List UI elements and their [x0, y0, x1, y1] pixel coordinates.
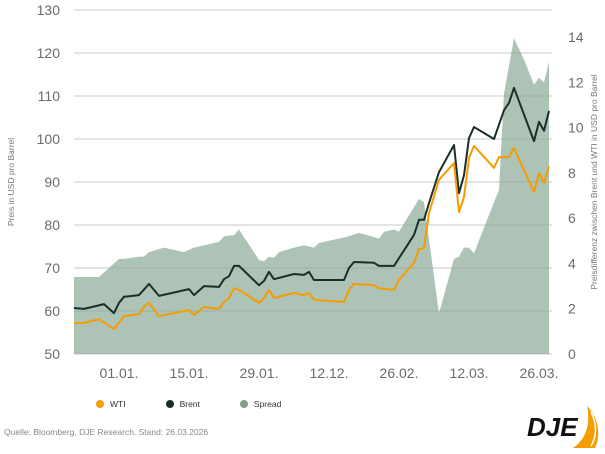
legend-item-wti: WTI [96, 399, 126, 409]
legend: WTI Brent Spread [96, 399, 321, 409]
spread-area-layer [74, 9, 552, 355]
right-tick-label: 2 [568, 301, 576, 317]
right-axis-label: Preisdifferenz zwischen Brent und WTI in… [589, 74, 599, 289]
left-tick-label: 70 [44, 260, 60, 276]
legend-item-spread: Spread [239, 399, 282, 409]
x-tick-label: 26.03. [520, 365, 559, 381]
svg-text:DJE: DJE [527, 412, 578, 442]
right-tick-label: 10 [568, 120, 584, 136]
brent-line [73, 86, 550, 315]
x-tick-label: 12.12. [310, 365, 349, 381]
source-note: Quelle: Bloomberg, DJE Research. Stand: … [4, 427, 209, 437]
x-tick-label: 26.02. [380, 365, 419, 381]
left-tick-label: 90 [44, 174, 60, 190]
x-axis-ticks: 01.01. 15.01. 29.01. 12.12. 26.02. 12.03. 26.0… [100, 365, 559, 381]
wti-line [74, 144, 550, 331]
right-tick-label: 12 [568, 74, 584, 90]
legend-label-spread: Spread [253, 399, 282, 409]
left-tick-label: 100 [37, 131, 61, 147]
legend-item-brent: Brent [165, 399, 200, 409]
left-axis-label: Preis in USD pro Barrel [6, 138, 16, 226]
x-tick-label: 12.03. [450, 365, 489, 381]
left-axis-ticks: 50 60 70 80 90 100 110 120 130 [37, 2, 61, 362]
left-tick-label: 60 [44, 303, 60, 319]
spread-area [74, 38, 549, 354]
left-tick-label: 110 [38, 88, 61, 104]
left-tick-label: 120 [37, 45, 61, 61]
dje-logo: DJE [527, 406, 599, 448]
right-tick-label: 0 [568, 346, 576, 362]
price-lines-layer [73, 86, 550, 331]
wti-swatch [96, 400, 104, 408]
x-tick-label: 15.01. [170, 365, 209, 381]
left-tick-label: 130 [37, 2, 61, 18]
right-tick-label: 6 [568, 210, 576, 226]
right-tick-label: 8 [568, 165, 576, 181]
spread-swatch [239, 400, 248, 408]
x-tick-label: 29.01. [240, 365, 279, 381]
left-tick-label: 50 [44, 346, 60, 362]
right-tick-label: 14 [568, 29, 584, 45]
left-tick-label: 80 [44, 217, 60, 233]
legend-label-wti: WTI [110, 399, 126, 409]
right-axis-ticks: 0 2 4 6 8 10 12 14 [568, 29, 584, 362]
legend-label-brent: Brent [179, 399, 200, 409]
x-tick-label: 01.01. [100, 365, 139, 381]
brent-swatch [165, 400, 174, 408]
right-tick-label: 4 [568, 255, 576, 271]
